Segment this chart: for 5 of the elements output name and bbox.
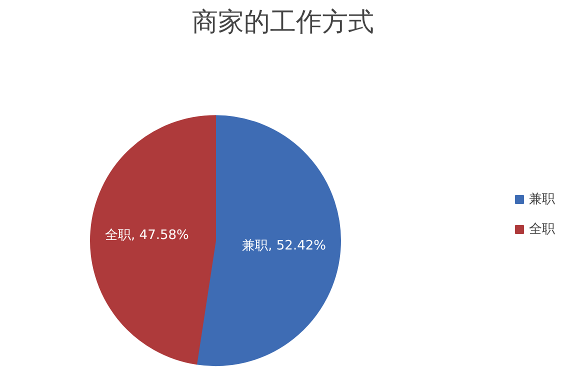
chart-title: 商家的工作方式 — [192, 8, 374, 38]
legend-label: 兼职 — [529, 190, 555, 208]
legend-label: 全职 — [529, 220, 555, 238]
data-label: 兼职, 52.42% — [242, 238, 326, 254]
data-label: 全职, 47.58% — [105, 228, 189, 243]
